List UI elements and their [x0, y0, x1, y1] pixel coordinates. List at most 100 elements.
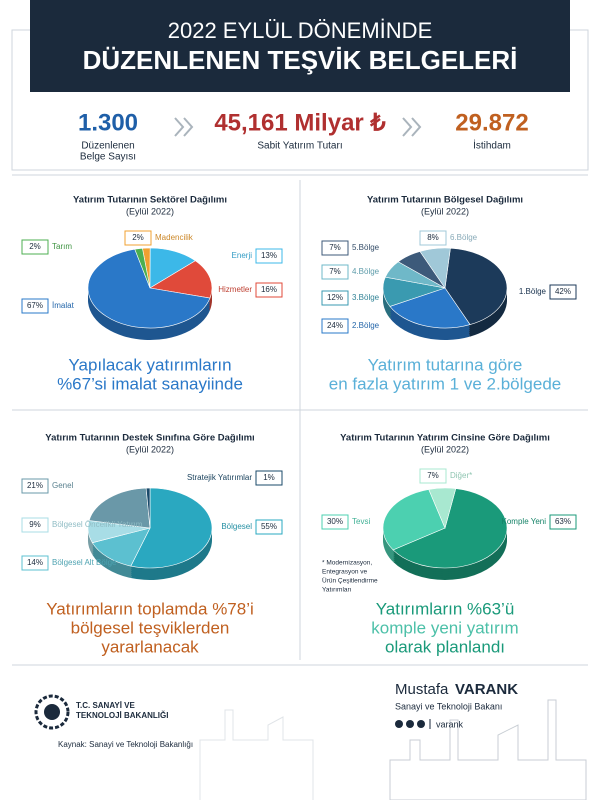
- chart-subtitle: (Eylül 2022): [421, 206, 469, 216]
- label-box: [21, 239, 49, 255]
- label-box: [21, 298, 49, 314]
- category-label: 6.Bölge: [450, 233, 478, 242]
- label-box: [419, 230, 447, 246]
- category-label: 4.Bölge: [352, 267, 380, 276]
- stat-value: 45,161 Milyar ₺: [214, 109, 386, 136]
- chart-title: Yatırım Tutarının Sektörel Dağılımı: [73, 195, 227, 206]
- value-label: 8%: [427, 233, 439, 242]
- caption: komple yeni yatırım: [371, 618, 518, 637]
- label-box: [321, 264, 349, 280]
- social-icon: [406, 720, 414, 728]
- caption: bölgesel teşviklerden: [71, 618, 230, 637]
- label-box: [549, 284, 577, 300]
- value-label: 16%: [261, 285, 277, 294]
- caption: Yatırımların toplamda %78’i: [46, 599, 254, 618]
- ministry-name: TEKNOLOJİ BAKANLIĞI: [76, 711, 168, 720]
- label-box: [124, 230, 152, 246]
- chart-subtitle: (Eylül 2022): [421, 444, 469, 454]
- category-label: 1.Bölge: [519, 287, 547, 296]
- value-label: 63%: [555, 517, 571, 526]
- value-label: 7%: [329, 267, 341, 276]
- value-label: 1%: [263, 473, 275, 482]
- factory-drawing: [199, 709, 314, 800]
- value-label: 14%: [27, 558, 43, 567]
- slice: [389, 287, 471, 329]
- category-label: 2.Bölge: [352, 321, 380, 330]
- category-label: 5.Bölge: [352, 243, 380, 252]
- caption: en fazla yatırım 1 ve 2.bölgede: [329, 374, 561, 393]
- category-label: Enerji: [232, 251, 253, 260]
- label-box: [321, 514, 349, 530]
- logo: [34, 694, 70, 730]
- chart-title: Yatırım Tutarının Destek Sınıfına Göre D…: [45, 433, 254, 444]
- factory-drawing: [389, 699, 587, 800]
- value-label: 24%: [327, 321, 343, 330]
- social-icon: [395, 720, 403, 728]
- category-label: Bölgesel Öncelikli Yatırım: [52, 520, 143, 529]
- stat-value: 1.300: [78, 109, 138, 136]
- category-label: Hizmetler: [218, 285, 252, 294]
- category-label: Tevsi: [352, 517, 370, 526]
- social-icon: [417, 720, 425, 728]
- caption: %67’si imalat sanayiinde: [57, 374, 243, 393]
- value-label: 21%: [27, 481, 43, 490]
- footnote: * Modernizasyon,: [322, 560, 372, 567]
- value-label: 67%: [27, 301, 43, 310]
- category-label: Bölgesel: [221, 522, 252, 531]
- label-box: [21, 517, 49, 533]
- header-line1: 2022 EYLÜL DÖNEMİNDE: [168, 18, 433, 43]
- chart-title: Yatırım Tutarının Bölgesel Dağılımı: [367, 195, 523, 206]
- stat-label: Belge Sayısı: [80, 152, 136, 163]
- stat-label: Düzenlenen: [81, 141, 134, 152]
- label-box: [549, 514, 577, 530]
- label-box: [321, 318, 349, 334]
- slice: [444, 247, 508, 325]
- value-label: 2%: [29, 242, 41, 251]
- caption: Yapılacak yatırımların: [68, 355, 231, 374]
- minister-role: Sanayi ve Teknoloji Bakanı: [395, 701, 502, 711]
- value-label: 12%: [327, 293, 343, 302]
- slice: [382, 489, 446, 551]
- social-handle: varank: [436, 719, 464, 729]
- caption: yararlanacak: [101, 637, 199, 656]
- label-box: [21, 555, 49, 571]
- label-box: [419, 468, 447, 484]
- logo: [44, 704, 60, 720]
- slice: [130, 487, 213, 569]
- footnote: Ürün Çeşitlendirme: [322, 577, 378, 585]
- label-box: [255, 519, 283, 535]
- category-label: Bölgesel Alt Bölge: [52, 558, 117, 567]
- value-label: 55%: [261, 522, 277, 531]
- label-box: [255, 282, 283, 298]
- slice: [419, 247, 451, 289]
- footnote: Yatırımları: [322, 587, 352, 594]
- label-box: [321, 240, 349, 256]
- value-label: 7%: [427, 471, 439, 480]
- footnote: Entegrasyon ve: [322, 569, 368, 576]
- slice: [149, 260, 213, 299]
- caption: Yatırımların %63’ü: [376, 599, 515, 618]
- category-label: Komple Yeni: [502, 517, 547, 526]
- stat-value: 29.872: [455, 109, 528, 136]
- chevrons: [174, 117, 422, 137]
- stat-label: Sabit Yatırım Tutarı: [257, 141, 342, 152]
- stat-label: İstihdam: [473, 139, 511, 152]
- slice: [428, 487, 457, 529]
- category-label: 3.Bölge: [352, 293, 380, 302]
- slice: [91, 527, 151, 567]
- chart-subtitle: (Eylül 2022): [126, 444, 174, 454]
- category-label: Tarım: [52, 242, 72, 251]
- label-box: [321, 290, 349, 306]
- chart-subtitle: (Eylül 2022): [126, 206, 174, 216]
- caption: olarak planlandı: [385, 637, 505, 656]
- label-box: [21, 478, 49, 494]
- caption: Yatırım tutarına göre: [368, 355, 523, 374]
- header-line2: DÜZENLENEN TEŞVİK BELGELERİ: [83, 45, 518, 75]
- value-label: 9%: [29, 520, 41, 529]
- value-label: 30%: [327, 517, 343, 526]
- category-label: Madencilik: [155, 233, 194, 242]
- ministry-name: T.C. SANAYİ VE: [76, 701, 135, 710]
- category-label: Diğer*: [450, 471, 472, 480]
- slice: [88, 487, 151, 529]
